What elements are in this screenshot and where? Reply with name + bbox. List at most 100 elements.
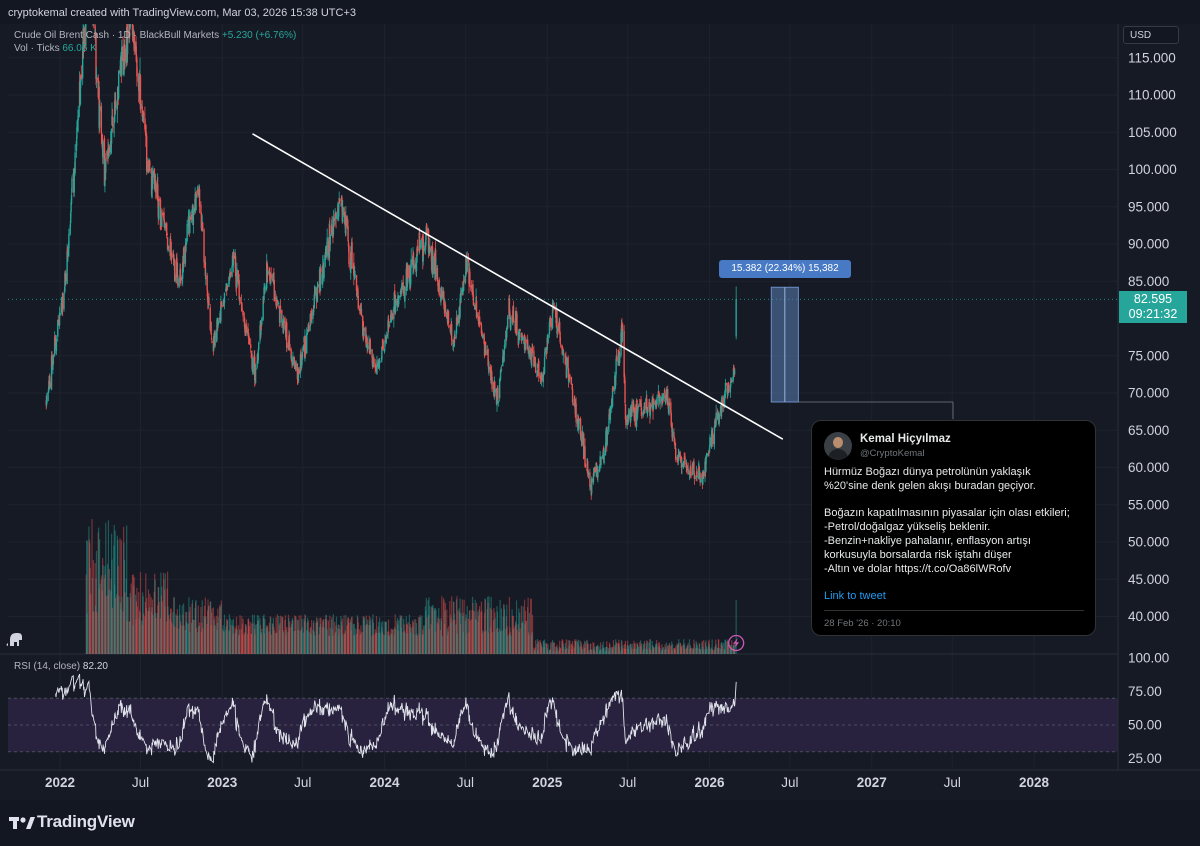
symbol-legend[interactable]: Crude Oil Brent Cash · 1D · BlackBull Ma…: [14, 30, 296, 41]
chart-frame[interactable]: 115.000 110.000 105.000 100.000 95.000 90.000…: [0, 24, 1200, 800]
volume-bar: [702, 649, 704, 654]
volume-bar: [599, 650, 601, 654]
volume-bar: [177, 615, 179, 654]
candle-body: [53, 336, 56, 356]
tweet-author-handle[interactable]: @CryptoKemal: [860, 448, 925, 459]
candle-body: [359, 305, 362, 313]
volume-bar: [413, 633, 415, 654]
candle-body: [714, 420, 716, 428]
candle-body: [531, 348, 533, 357]
volume-bar: [319, 617, 321, 654]
volume-bar: [583, 644, 585, 654]
candle-body: [281, 320, 283, 323]
lightning-icon[interactable]: [728, 634, 745, 652]
rsi-legend[interactable]: RSI (14, close) 82.20: [14, 661, 108, 672]
candle-body: [323, 259, 325, 279]
volume-bar: [627, 648, 630, 654]
candle-body: [210, 338, 213, 340]
volume-bar: [353, 635, 355, 654]
candle-body: [189, 215, 191, 234]
volume-bar: [443, 600, 445, 654]
volume-legend[interactable]: Vol · Ticks 66.06 K: [14, 43, 97, 54]
candle-body: [206, 275, 208, 290]
candle-body: [642, 413, 644, 416]
volume-bar: [693, 643, 695, 654]
candle-body: [214, 332, 216, 346]
volume-bar: [599, 642, 602, 654]
volume-bar: [266, 625, 268, 654]
tweet-link[interactable]: Link to tweet: [824, 590, 886, 602]
volume-bar: [169, 619, 171, 654]
volume-bar: [182, 614, 184, 654]
volume-bar: [671, 643, 674, 654]
volume-bar: [547, 650, 549, 654]
candle-body: [266, 266, 269, 276]
volume-bar: [232, 618, 234, 654]
volume-bar: [441, 635, 443, 654]
candle-body: [360, 308, 363, 316]
volume-bar: [91, 577, 94, 654]
volume-bar: [421, 615, 423, 654]
candle-body: [201, 229, 203, 231]
volume-bar: [110, 578, 112, 654]
volume-bar: [385, 621, 387, 654]
tradingview-logo-icon[interactable]: [9, 812, 35, 834]
candle-body: [695, 475, 697, 477]
candle-body: [498, 378, 501, 399]
volume-bar: [602, 641, 604, 654]
volume-bar: [275, 633, 277, 654]
candle-body: [276, 299, 279, 304]
volume-bar: [496, 606, 498, 654]
candle-body: [248, 338, 251, 345]
volume-bar: [309, 628, 311, 654]
candle-body: [68, 234, 70, 249]
candle-body: [506, 328, 508, 338]
volume-bar: [698, 648, 700, 654]
candle-body: [687, 468, 689, 475]
volume-bar: [204, 597, 206, 654]
candle-body: [640, 398, 642, 407]
tradingview-wordmark[interactable]: TradingView: [37, 812, 135, 831]
measure-label[interactable]: 15.382 (22.34%) 15,382: [719, 260, 851, 278]
tweet-card[interactable]: Kemal Hiçyılmaz @CryptoKemal Hürmüz Boğa…: [811, 420, 1096, 636]
volume-bar: [299, 631, 302, 654]
volume-bar: [154, 612, 157, 654]
candle-body: [345, 215, 347, 235]
dino-icon[interactable]: [6, 633, 23, 646]
volume-bar: [396, 617, 399, 654]
volume-bar: [516, 629, 518, 654]
candle-body: [151, 173, 153, 198]
candle-body: [347, 226, 349, 242]
candle-body: [350, 252, 352, 274]
volume-bar: [718, 648, 720, 654]
chart-svg[interactable]: 115.000110.000105.000100.00095.00090.000…: [0, 24, 1200, 800]
volume-bar: [596, 646, 598, 654]
volume-bar: [188, 597, 190, 654]
price-tick-label: 100.000: [1128, 162, 1177, 177]
currency-selector[interactable]: USD: [1123, 26, 1179, 44]
candle-body: [51, 354, 53, 366]
tweet-author-name[interactable]: Kemal Hiçyılmaz: [860, 433, 951, 445]
volume-bar: [334, 621, 336, 654]
candle-body: [306, 329, 309, 333]
volume-bar: [387, 634, 389, 654]
candle-body: [503, 351, 505, 361]
candle-body: [80, 74, 83, 80]
volume-bar: [724, 639, 726, 654]
volume-bar: [216, 622, 218, 654]
avatar[interactable]: [824, 432, 852, 460]
volume-bar: [220, 604, 222, 654]
candle-body: [154, 183, 156, 189]
volume-bar: [375, 631, 377, 654]
volume-bar: [564, 648, 566, 654]
volume-bar: [200, 607, 202, 654]
candle-body: [109, 140, 112, 153]
candle-body: [382, 340, 384, 350]
volume-bar: [708, 639, 710, 654]
volume-bar: [113, 525, 115, 654]
volume-bar: [720, 642, 723, 654]
volume-bar: [250, 633, 253, 654]
candle-body: [110, 128, 113, 144]
candle-body: [201, 222, 204, 229]
volume-bar: [265, 627, 267, 654]
